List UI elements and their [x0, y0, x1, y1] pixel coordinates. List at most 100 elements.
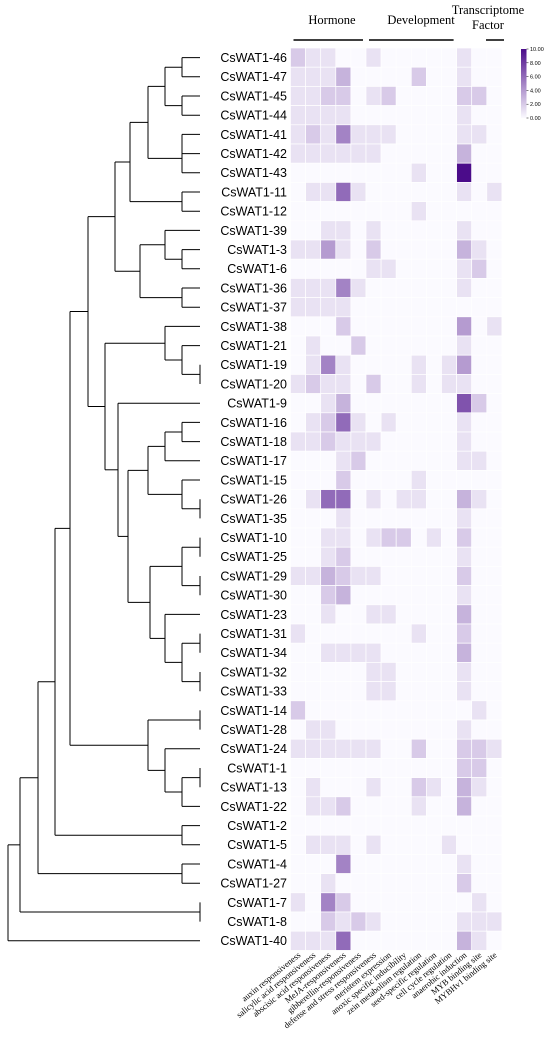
heatmap-cell — [426, 412, 442, 433]
heatmap-cell — [290, 489, 306, 510]
heatmap-cell — [395, 431, 412, 452]
row-label: CsWAT1-42 — [220, 147, 287, 161]
heatmap-cell — [426, 393, 442, 414]
heatmap-cell — [320, 374, 337, 394]
row-label: CsWAT1-37 — [220, 301, 287, 315]
heatmap-cell — [441, 700, 457, 721]
heatmap-cell — [426, 854, 442, 874]
heatmap-cell — [365, 66, 382, 87]
group-label: Transcriptome — [452, 3, 525, 17]
heatmap-cell — [350, 220, 367, 241]
heatmap-cell — [365, 930, 382, 951]
heatmap-cell — [380, 930, 397, 951]
heatmap-cell — [350, 143, 367, 164]
heatmap-cell — [426, 335, 442, 356]
heatmap-cell — [365, 220, 382, 241]
heatmap-cell — [486, 758, 503, 778]
heatmap-cell — [350, 47, 367, 68]
heatmap-cell — [350, 450, 367, 471]
heatmap-cell — [456, 873, 473, 894]
row-label: CsWAT1-38 — [220, 320, 287, 334]
heatmap-cell — [365, 854, 382, 874]
heatmap-cell — [320, 182, 337, 202]
heatmap-cell — [395, 642, 412, 663]
heatmap-cell — [471, 585, 488, 606]
heatmap-cell — [471, 508, 488, 529]
heatmap-cell — [320, 66, 337, 87]
row-label: CsWAT1-33 — [220, 685, 287, 699]
row-label: CsWAT1-26 — [220, 493, 287, 507]
row-label: CsWAT1-11 — [221, 185, 287, 199]
heatmap-cell — [380, 681, 397, 702]
heatmap-cell — [335, 470, 352, 490]
heatmap-cell — [486, 431, 503, 452]
heatmap-cell — [410, 854, 427, 874]
heatmap-cell — [380, 585, 397, 606]
heatmap-cell — [426, 105, 442, 126]
heatmap-cell — [456, 566, 473, 586]
heatmap-cell — [305, 86, 322, 106]
heatmap-cell — [426, 220, 442, 241]
heatmap-cell — [471, 66, 488, 87]
heatmap-cell — [305, 508, 322, 529]
heatmap-cell — [290, 508, 306, 529]
heatmap-cell — [305, 105, 322, 126]
heatmap-cell — [305, 758, 322, 778]
heatmap-cell — [410, 546, 427, 567]
row-label: CsWAT1-25 — [220, 550, 287, 564]
heatmap-cell — [290, 873, 306, 894]
heatmap-cell — [365, 796, 382, 817]
heatmap-cell — [305, 662, 322, 682]
heatmap-cell — [486, 815, 503, 836]
row-label: CsWAT1-18 — [220, 435, 287, 449]
heatmap-cell — [305, 316, 322, 337]
heatmap-cell — [305, 297, 322, 318]
heatmap-cell — [471, 719, 488, 740]
heatmap-cell — [365, 585, 382, 606]
heatmap-cell — [441, 470, 457, 490]
heatmap-cell — [426, 431, 442, 452]
heatmap-cell — [290, 834, 306, 855]
heatmap-cell — [320, 911, 337, 932]
heatmap-cell — [471, 412, 488, 433]
heatmap-cell — [365, 546, 382, 567]
heatmap-cell — [335, 815, 352, 836]
heatmap-cell — [486, 220, 503, 241]
heatmap-cell — [441, 815, 457, 836]
heatmap-cell — [486, 681, 503, 702]
heatmap-cell — [305, 892, 322, 913]
heatmap-cell — [290, 777, 306, 798]
heatmap-cell — [395, 930, 412, 951]
heatmap-cell — [320, 489, 337, 510]
heatmap-cell — [320, 585, 337, 606]
heatmap-cell — [395, 623, 412, 644]
heatmap-cell — [380, 86, 397, 106]
heatmap-cell — [456, 374, 473, 394]
heatmap-cell — [335, 796, 352, 817]
heatmap-cell — [456, 297, 473, 318]
heatmap-cell — [320, 105, 337, 126]
heatmap-cell — [395, 700, 412, 721]
row-label: CsWAT1-45 — [220, 89, 287, 103]
heatmap-cell — [380, 431, 397, 452]
row-label: CsWAT1-3 — [227, 243, 287, 257]
heatmap-cell — [395, 143, 412, 164]
heatmap-cell — [335, 585, 352, 606]
heatmap-cell — [471, 489, 488, 510]
heatmap-cell — [320, 431, 337, 452]
heatmap-cell — [350, 930, 367, 951]
heatmap-cell — [486, 412, 503, 433]
heatmap-cell — [380, 527, 397, 548]
heatmap-cell — [441, 662, 457, 682]
heatmap-cell — [380, 354, 397, 375]
heatmap-cell — [380, 220, 397, 241]
heatmap-cell — [380, 162, 397, 183]
heatmap-cell — [486, 777, 503, 798]
heatmap-cell — [441, 777, 457, 798]
heatmap-cell — [410, 86, 427, 106]
heatmap-cell — [365, 258, 382, 279]
heatmap-cell — [290, 412, 306, 433]
heatmap-cell — [395, 450, 412, 471]
heatmap-cell — [380, 393, 397, 414]
heatmap-cell — [350, 873, 367, 894]
